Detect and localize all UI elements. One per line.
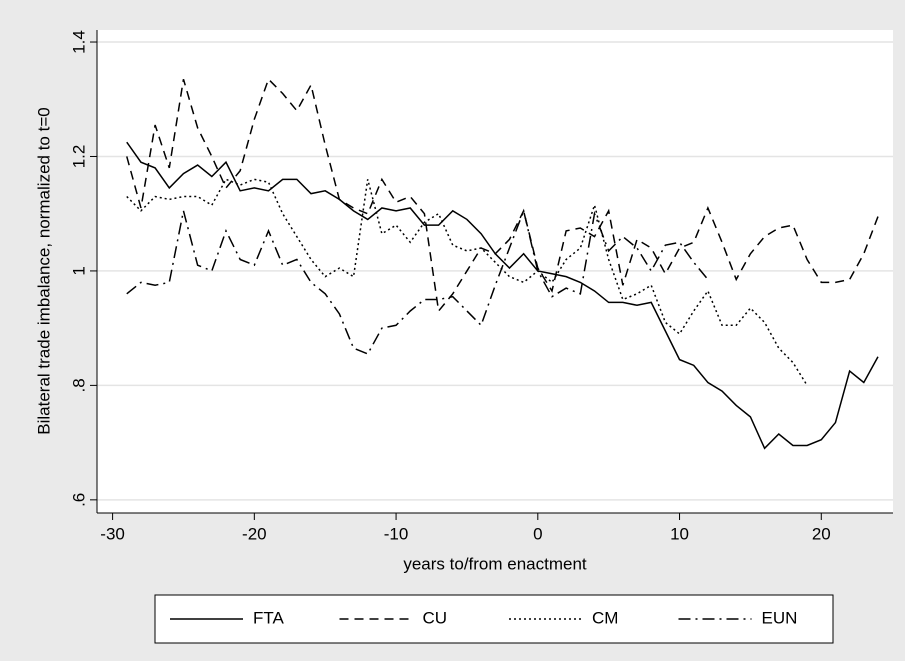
series-line: [126, 141, 879, 450]
y-tick-label: 1.4: [69, 30, 88, 54]
legend-label: EUN: [762, 608, 798, 627]
x-tick-label: 10: [670, 524, 689, 543]
x-tick-label: 0: [533, 524, 542, 543]
y-tick-label: .8: [69, 378, 88, 392]
series-line: [126, 77, 879, 313]
y-tick-label: .6: [69, 493, 88, 507]
x-tick-label: -10: [384, 524, 409, 543]
x-tick-label: 20: [812, 524, 831, 543]
x-tick-label: -30: [100, 524, 125, 543]
series-line: [126, 208, 709, 355]
legend-label: CU: [423, 608, 448, 627]
legend-label: CM: [592, 608, 618, 627]
x-axis-title: years to/from enactment: [403, 554, 587, 573]
y-tick-label: 1: [69, 266, 88, 275]
y-axis-title: Bilateral trade imbalance, normalized to…: [34, 107, 53, 434]
y-tick-label: 1.2: [69, 145, 88, 169]
x-tick-label: -20: [242, 524, 267, 543]
legend-label: FTA: [253, 608, 285, 627]
